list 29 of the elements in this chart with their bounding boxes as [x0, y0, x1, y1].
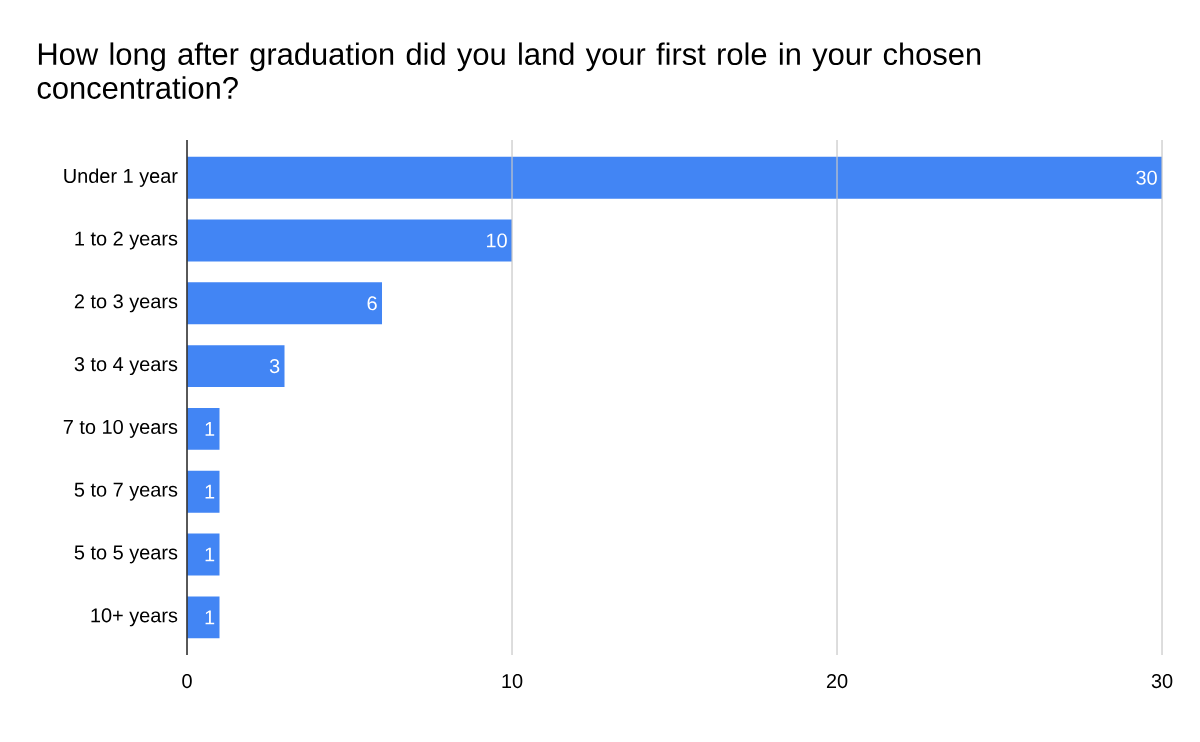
y-tick-label: 3 to 4 years — [74, 357, 178, 376]
y-tick-label: 7 to 10 years — [63, 419, 178, 438]
data-label: 6 — [367, 296, 377, 311]
y-tick-label: 1 to 2 years — [75, 231, 178, 250]
data-label: 1 — [205, 610, 215, 625]
data-label: 1 — [205, 422, 215, 436]
bar — [187, 219, 513, 262]
bar — [187, 345, 285, 388]
bar — [187, 596, 220, 639]
data-label: 10 — [487, 233, 507, 248]
x-tick-label: 30 — [1151, 674, 1173, 689]
y-tick-label: 10+ years — [91, 608, 178, 627]
bar — [187, 470, 220, 513]
x-tick-label: 0 — [182, 674, 192, 689]
data-label: 30 — [1136, 170, 1157, 185]
bar — [187, 407, 220, 450]
chart-title: How long after graduation did you land your first role in your chosen concentration? — [37, 42, 981, 99]
bar — [187, 533, 220, 576]
x-tick-label: 20 — [826, 674, 848, 689]
x-tick-label: 10 — [502, 674, 523, 689]
y-tick-label: 5 to 7 years — [74, 482, 178, 501]
y-tick-label: Under 1 year — [64, 168, 178, 187]
data-label: 1 — [205, 547, 215, 562]
data-label: 3 — [269, 359, 280, 374]
data-label: 1 — [205, 484, 215, 499]
bar — [187, 282, 383, 325]
bar — [187, 156, 1163, 199]
y-tick-label: 5 to 5 years — [74, 545, 178, 564]
y-tick-label: 2 to 3 years — [74, 294, 178, 313]
